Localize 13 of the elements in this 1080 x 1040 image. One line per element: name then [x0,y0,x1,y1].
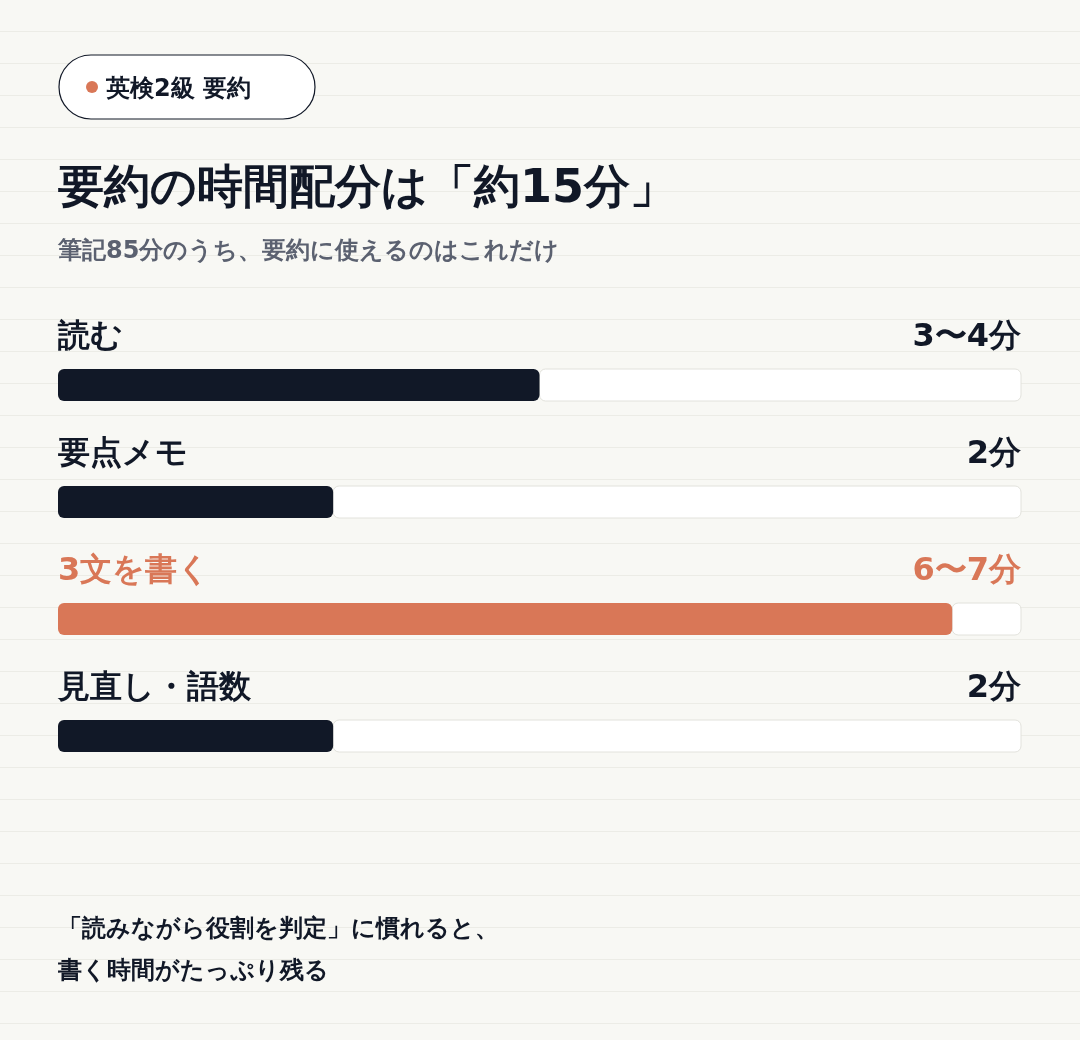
y-tick-label: 要点メモ [58,433,188,471]
data-label: 2分 [966,433,1021,471]
text: 「読みながら役割を判定」に慣れると、 [58,914,499,942]
chart-subtitle: 筆記85分のうち、要約に使えるのはこれだけ [57,236,560,264]
data-label: 2分 [966,667,1021,705]
y-tick-label: 読む [57,316,123,354]
data-label: 3〜4分 [912,316,1021,354]
text: 書く時間がたっぷり残る [57,956,329,984]
chart-title: 要約の時間配分は「約15分」 [58,159,677,213]
badge: 英検2級 要約 [58,54,316,120]
y-tick-label: 見直し・語数 [57,667,252,705]
data-label: 6〜7分 [912,550,1021,588]
y-tick-label: 3文を書く [58,550,211,588]
